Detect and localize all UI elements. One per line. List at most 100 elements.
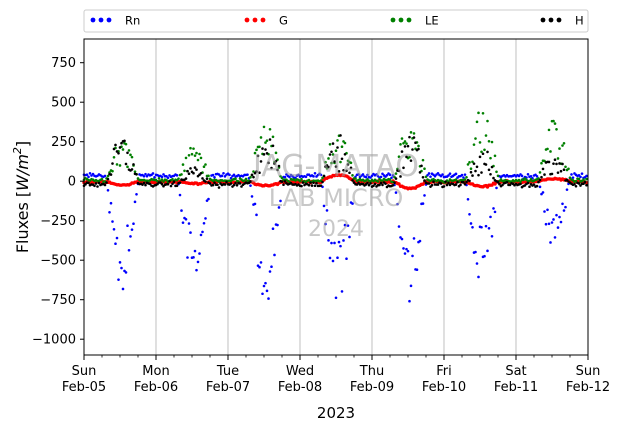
data-point xyxy=(187,222,191,225)
data-point xyxy=(199,233,203,237)
data-point xyxy=(240,185,243,188)
data-point xyxy=(547,128,551,132)
data-point xyxy=(258,265,261,269)
data-point xyxy=(189,231,192,234)
x-tick-label: Feb-12 xyxy=(566,380,610,395)
data-point xyxy=(162,173,165,176)
x-tick-label: Sat xyxy=(505,364,526,379)
data-point xyxy=(85,173,89,177)
data-point xyxy=(471,160,474,164)
data-point xyxy=(471,174,474,177)
data-point xyxy=(474,137,477,140)
data-point xyxy=(244,177,248,181)
data-point xyxy=(205,177,209,180)
data-point xyxy=(408,155,411,159)
data-point xyxy=(444,180,447,183)
data-point xyxy=(192,147,195,150)
x-tick-label: Thu xyxy=(359,364,384,379)
data-point xyxy=(427,182,431,185)
data-point xyxy=(198,252,201,255)
data-point xyxy=(541,191,545,194)
data-point xyxy=(495,170,498,174)
data-point xyxy=(331,153,335,156)
data-point xyxy=(312,175,315,178)
data-point xyxy=(249,180,252,183)
data-point xyxy=(541,167,545,171)
data-point xyxy=(265,139,269,142)
data-point xyxy=(169,184,173,188)
data-point xyxy=(442,185,446,188)
data-point xyxy=(498,182,501,186)
data-point xyxy=(493,154,497,158)
x-tick-label: Sun xyxy=(576,364,601,379)
data-point xyxy=(345,257,348,261)
data-point xyxy=(375,173,378,176)
data-point xyxy=(304,175,308,179)
data-point xyxy=(108,211,111,214)
data-point xyxy=(492,207,495,210)
data-point xyxy=(202,221,206,225)
data-point xyxy=(229,182,233,185)
data-point xyxy=(253,151,257,155)
data-point xyxy=(454,178,458,181)
data-point xyxy=(555,127,558,131)
data-point xyxy=(196,260,200,264)
data-point xyxy=(265,152,269,155)
data-point xyxy=(259,136,263,139)
data-point xyxy=(111,220,114,223)
data-point xyxy=(166,182,170,186)
data-point xyxy=(454,172,458,176)
data-point xyxy=(258,171,261,174)
data-point xyxy=(483,148,486,152)
data-point xyxy=(381,183,384,187)
data-point xyxy=(550,172,554,176)
data-point xyxy=(345,169,348,173)
data-point xyxy=(178,181,182,184)
data-point xyxy=(469,222,473,225)
data-point xyxy=(130,168,134,171)
data-point xyxy=(370,174,374,178)
data-point xyxy=(574,184,578,188)
data-point xyxy=(553,122,557,125)
data-point xyxy=(135,193,138,196)
data-point xyxy=(124,142,128,146)
data-point xyxy=(418,171,422,174)
data-point xyxy=(126,224,129,228)
data-point xyxy=(526,181,530,185)
data-point xyxy=(330,241,333,245)
data-point xyxy=(430,183,434,187)
legend-marker xyxy=(390,17,396,23)
data-point xyxy=(106,189,110,192)
data-point xyxy=(478,155,482,159)
data-point xyxy=(340,157,344,161)
data-point xyxy=(517,178,521,182)
data-point xyxy=(315,182,318,185)
data-point xyxy=(87,175,90,179)
data-point xyxy=(309,181,312,184)
data-point xyxy=(211,183,215,187)
data-point xyxy=(234,177,237,181)
data-point xyxy=(558,162,561,165)
data-point xyxy=(423,179,426,182)
data-point xyxy=(135,173,138,176)
data-point xyxy=(189,167,192,170)
data-point xyxy=(348,235,351,239)
data-point xyxy=(93,184,96,188)
data-point xyxy=(109,173,113,176)
data-point xyxy=(349,161,353,165)
data-point xyxy=(324,160,327,164)
y-tick-label: −1000 xyxy=(32,333,76,348)
legend-marker xyxy=(98,17,104,23)
data-point xyxy=(468,161,471,164)
data-point xyxy=(351,174,354,177)
data-point xyxy=(409,284,413,288)
data-point xyxy=(552,218,555,221)
data-point xyxy=(477,275,480,279)
data-point xyxy=(327,157,330,160)
data-point xyxy=(111,162,114,165)
data-point xyxy=(538,185,542,189)
data-point xyxy=(373,182,377,186)
data-point xyxy=(456,180,459,184)
data-point xyxy=(346,163,350,166)
data-point xyxy=(408,299,411,303)
